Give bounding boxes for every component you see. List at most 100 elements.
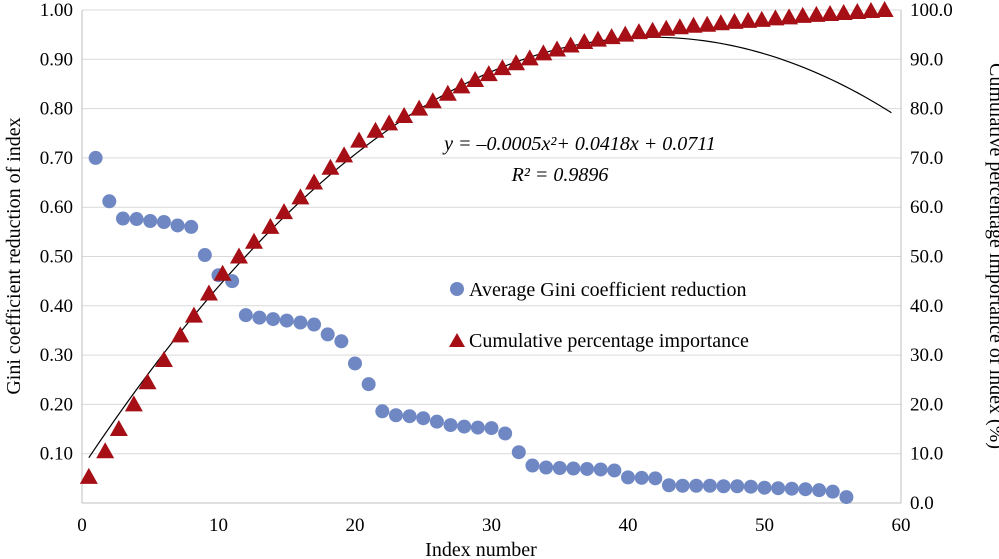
cumulative-point [199,284,218,301]
gini-point [470,420,485,435]
cumulative-point [752,10,771,27]
cumulative-point [452,77,471,94]
gini-point [675,478,690,493]
cumulative-point [643,21,662,38]
gini-point [634,470,649,485]
gini-point [388,408,403,423]
cumulative-point [684,16,703,33]
gini-point [348,356,362,371]
left-y-tick-label: 0.90 [40,49,73,70]
left-y-tick-label: 0.70 [40,148,73,169]
cumulative-point [507,54,526,71]
cumulative-point [423,92,442,109]
axes [81,10,902,504]
right-y-tick-label: 40.0 [910,296,943,317]
gini-point [812,483,827,498]
cumulative-point [184,306,203,323]
cumulative-point [861,1,880,18]
right-y-tick-label: 90.0 [910,49,943,70]
gini-point [334,334,349,349]
cumulative-point [657,19,676,36]
left-y-tick-label: 0.40 [40,296,73,317]
gini-point [429,414,444,429]
cumulative-point [335,146,354,163]
gini-point [115,211,130,226]
left-y-tick-label: 0.80 [40,99,73,120]
gini-point [757,480,772,495]
trendline [88,36,892,459]
cumulative-point [534,44,553,61]
gridlines [82,9,901,455]
gini-point [102,194,117,209]
cumulative-point [548,40,567,57]
cumulative-point [670,18,689,35]
series-markers [79,1,894,505]
cumulative-point [124,395,143,412]
gini-point [798,482,813,497]
gini-point [702,478,717,493]
gini-point [129,212,144,227]
cumulative-point [493,59,512,76]
x-tick-labels: 0 10 20 30 40 50 60 [77,515,910,536]
cumulative-point [466,71,485,88]
right-y-tick-labels: 0.0 10.0 20.0 30.0 40.0 50.0 60.0 70.0 80.0 90.0 1… [910,0,953,514]
gini-point [730,479,745,494]
gini-point [825,484,840,499]
trendline-r2: R² = 0.9896 [511,164,609,186]
cumulative-point [725,12,744,29]
legend-triangle-marker [449,333,465,347]
gini-point [552,460,567,475]
cumulative-point [395,106,414,123]
left-y-tick-label: 1.00 [40,0,73,21]
left-y-tick-label: 0.20 [40,394,73,415]
x-tick-label: 10 [209,515,228,536]
gini-point [743,479,758,494]
cumulative-point [875,1,894,17]
gini-point [252,310,267,325]
cumulative-point [244,232,263,249]
cumulative-point [366,121,385,138]
x-tick-label: 30 [482,515,501,536]
cumulative-point [561,36,580,53]
right-y-axis-title: Cumulative percentage importance of inde… [985,63,999,449]
right-y-tick-label: 80.0 [910,99,943,120]
gini-point [238,308,253,323]
cumulative-point [96,442,115,459]
gini-point [361,377,376,392]
gini-point [771,481,786,496]
gini-point [580,461,595,476]
cumulative-point [780,8,799,25]
cumulative-point [275,203,294,220]
gini-point [661,478,676,493]
gini-point [156,214,171,229]
gini-point [716,479,731,494]
left-y-axis-title: Gini coefficient reduction of index [3,117,25,394]
gini-point [266,312,281,327]
right-y-tick-label: 0.0 [910,493,934,514]
cumulative-point [698,15,717,32]
gini-point [184,219,199,234]
left-y-tick-labels: 0.10 0.20 0.30 0.40 0.50 0.60 0.70 0.80 0.90 1.00 [40,0,73,465]
right-y-tick-label: 100.0 [910,0,953,21]
cumulative-point [291,188,310,205]
gini-point [416,411,431,426]
left-y-tick-label: 0.50 [40,247,73,268]
gini-point [484,421,499,436]
x-tick-label: 50 [755,515,774,536]
gini-point [593,462,608,477]
cumulative-point [261,217,280,234]
gini-point [525,458,540,473]
gini-point [279,313,294,328]
cumulative-point [793,6,812,23]
right-y-tick-label: 60.0 [910,197,943,218]
cumulative-point [154,351,173,368]
right-y-tick-label: 30.0 [910,345,943,366]
right-y-tick-label: 50.0 [910,247,943,268]
cumulative-point [821,4,840,21]
left-y-tick-label: 0.10 [40,444,73,465]
cumulative-point [138,373,157,390]
cumulative-point [520,49,539,66]
cumulative-point [807,5,826,22]
cumulative-point [109,420,128,437]
